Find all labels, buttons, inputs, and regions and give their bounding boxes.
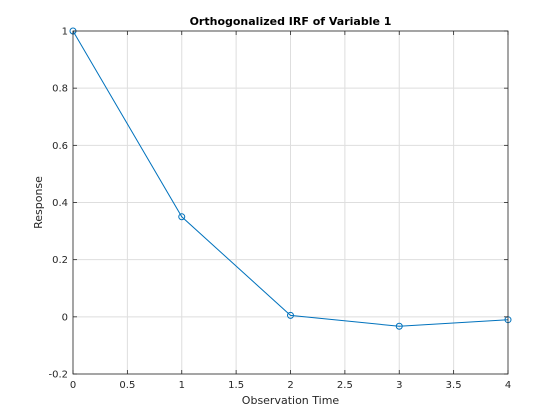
series-line (72, 30, 509, 327)
x-tick-label: 1 (179, 380, 185, 391)
x-tick-label: 0.5 (119, 380, 135, 391)
x-tick-label: 3 (396, 380, 402, 391)
y-tick-label: 0.4 (52, 198, 68, 209)
x-tick-label: 4 (505, 380, 511, 391)
y-tick-label: 1 (62, 27, 68, 38)
x-tick-label: 0 (70, 380, 76, 391)
y-tick-label: 0.8 (52, 84, 68, 95)
chart-title: Orthogonalized IRF of Variable 1 (190, 15, 392, 28)
y-tick-label: 0 (62, 312, 68, 323)
x-tick-label: 1.5 (228, 380, 244, 391)
data-point-marker (395, 322, 403, 330)
y-tick-label: 0.6 (52, 141, 68, 152)
x-axis-label: Observation Time (242, 394, 340, 407)
x-tick-label: 2.5 (337, 380, 353, 391)
x-tick-label: 2 (287, 380, 293, 391)
y-axis-label: Response (32, 176, 45, 229)
ticks: 0 0.5 1 1.5 2 2.5 3 3.5 4-0.200.20.40.60.81 (48, 27, 511, 392)
y-tick-label: -0.2 (48, 370, 68, 381)
data-point-marker (178, 213, 186, 221)
x-tick-label: 3.5 (446, 380, 462, 391)
grid (72, 30, 509, 375)
data-point-marker (287, 311, 294, 319)
y-tick-label: 0.2 (52, 255, 68, 266)
